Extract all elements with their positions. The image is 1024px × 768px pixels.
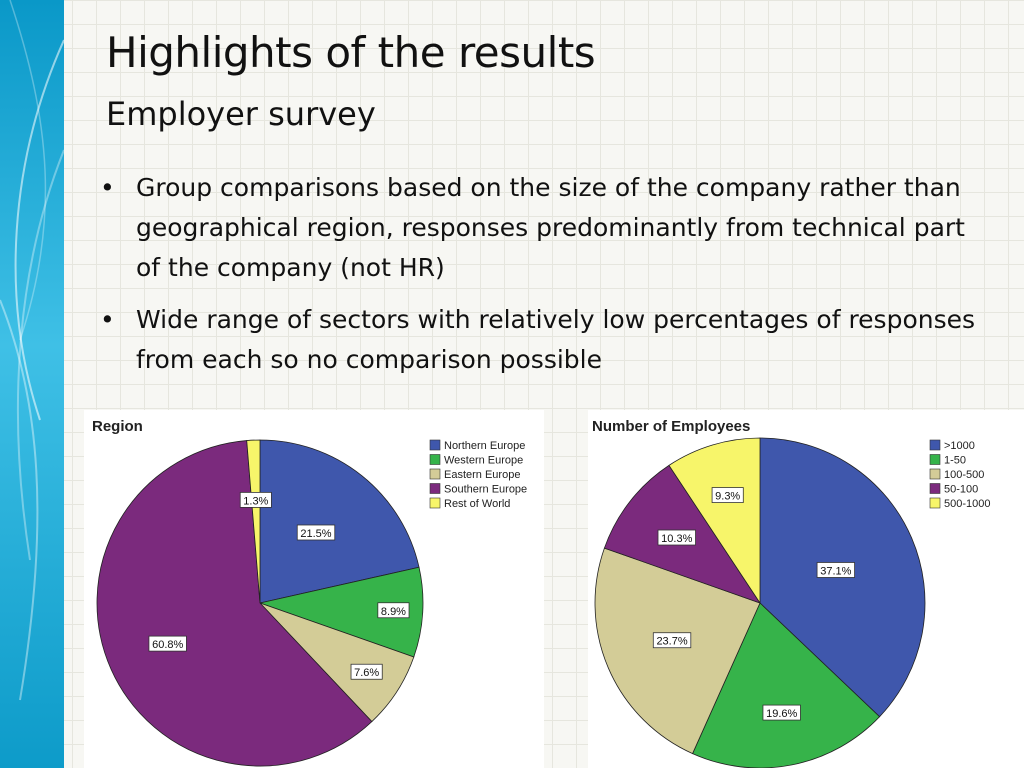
bullet-item: • Group comparisons based on the size of… — [100, 168, 980, 288]
decorative-side-band — [0, 0, 64, 768]
bullet-icon: • — [100, 305, 115, 334]
employees-chart-panel: Number of Employees 37.1% 19.6% 23.7% 10.3% 9… — [588, 410, 1024, 768]
region-legend-item-western-europe: Western Europe — [444, 455, 523, 467]
employees-legend-swatch-1-50 — [929, 454, 941, 465]
region-slice-label-box — [239, 491, 272, 508]
bullet-icon: • — [100, 173, 115, 202]
region-slice-label-box — [350, 663, 383, 680]
employees-slice-label-box — [711, 487, 744, 503]
employees-slice-label-box — [657, 529, 696, 546]
region-legend-swatch-northern-europe — [429, 439, 441, 451]
employees-slice-label-50-100: 10.3% — [661, 533, 692, 545]
region-chart-panel: Region 21.5% 8.9% 7.6% 60.8% 1.3% Northern Eur… — [84, 410, 544, 768]
employees-slice-label-box — [816, 562, 855, 578]
region-slice-southern-europe — [96, 440, 373, 767]
region-slice-label-eastern-europe: 7.6% — [354, 667, 379, 679]
employees-legend-swatch-50-100 — [929, 483, 941, 494]
employees-chart-title: Number of Employees — [592, 418, 750, 435]
region-slice-label-northern-europe: 21.5% — [300, 528, 331, 540]
slide-subtitle: Employer survey — [106, 95, 376, 133]
region-slice-label-box — [148, 635, 187, 652]
region-slice-rest-of-world — [246, 439, 261, 604]
employees-legend-item-50-100: 50-100 — [944, 484, 978, 496]
employees-slice-1-50 — [692, 602, 881, 768]
bullet-text: Wide range of sectors with relatively lo… — [136, 305, 976, 374]
region-chart-title: Region — [92, 418, 143, 435]
region-legend-swatch-western-europe — [429, 454, 441, 465]
bullet-item: • Wide range of sectors with relatively … — [100, 300, 980, 380]
region-pie-chart: Region 21.5% 8.9% 7.6% 60.8% 1.3% Northern Eur… — [92, 418, 527, 767]
employees-legend-item-100-500: 100-500 — [944, 469, 984, 481]
employees-slice-label-500-1000: 9.3% — [715, 491, 740, 503]
region-slice-label-rest-of-world: 1.3% — [243, 495, 268, 507]
employees-slice-100-500 — [594, 547, 761, 755]
slide-title: Highlights of the results — [106, 28, 596, 77]
region-slice-label-western-europe: 8.9% — [381, 606, 406, 618]
employees-legend-item-500-1000: 500-1000 — [944, 498, 991, 510]
employees-slice-label-1-50: 19.6% — [766, 708, 797, 720]
employees-pie-chart: Number of Employees 37.1% 19.6% 23.7% 10.3% 9… — [592, 418, 991, 768]
employees-slice-label-100-500: 23.7% — [656, 636, 687, 648]
employees-slice-label-1000: 37.1% — [820, 565, 851, 577]
region-slice-label-box — [296, 524, 336, 541]
region-legend-swatch-eastern-europe — [429, 468, 441, 480]
bullet-text: Group comparisons based on the size of t… — [136, 173, 965, 282]
region-slice-northern-europe — [259, 439, 420, 604]
employees-slice-label-box — [652, 632, 692, 649]
employees-legend-item-1-50: 1-50 — [944, 455, 966, 467]
employees-legend-swatch-1000 — [929, 439, 941, 451]
bullet-list: • Group comparisons based on the size of… — [100, 168, 980, 392]
region-legend-swatch-rest-of-world — [429, 497, 441, 509]
region-legend-item-rest-of-world: Rest of World — [444, 498, 510, 510]
region-legend-swatch-southern-europe — [429, 483, 441, 494]
side-band-swirl-graphic — [0, 0, 64, 701]
region-slice-label-southern-europe: 60.8% — [152, 639, 183, 651]
region-slice-western-europe — [258, 566, 424, 658]
employees-slice-label-box — [762, 704, 801, 721]
region-legend-item-southern-europe: Southern Europe — [444, 484, 527, 496]
employees-legend-swatch-500-1000 — [929, 497, 941, 509]
employees-legend-swatch-100-500 — [929, 468, 941, 480]
employees-slice-500-1000 — [668, 437, 761, 605]
employees-legend-item-1000: >1000 — [944, 440, 975, 452]
region-legend-item-northern-europe: Northern Europe — [444, 440, 525, 452]
region-slice-label-box — [377, 602, 410, 619]
region-legend-item-eastern-europe: Eastern Europe — [444, 469, 520, 481]
